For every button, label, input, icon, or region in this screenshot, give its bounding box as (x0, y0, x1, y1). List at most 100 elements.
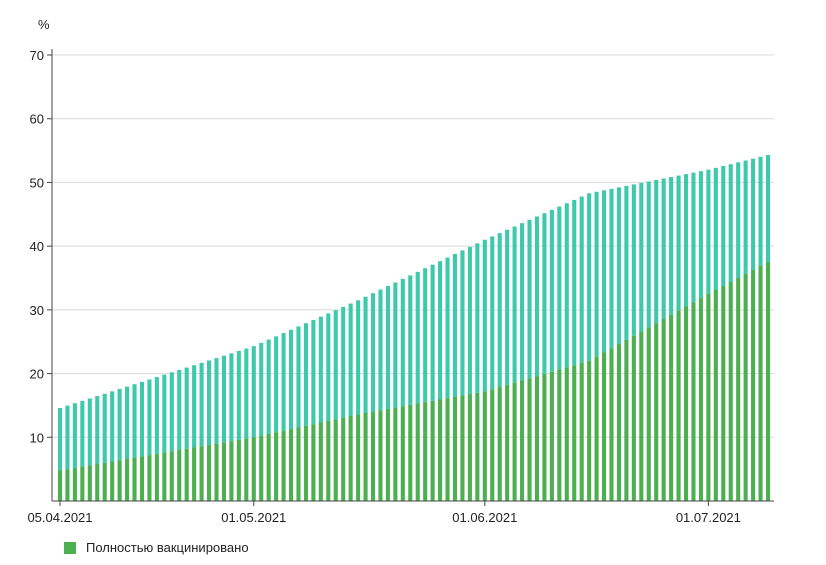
y-tick-label: 10 (30, 430, 44, 445)
bar-partial (169, 372, 174, 452)
bar-full (72, 467, 77, 501)
bar-full (110, 461, 115, 501)
bar-partial (370, 293, 376, 412)
bar-full (669, 314, 674, 501)
y-tick-label: 20 (30, 367, 44, 382)
bar-full (348, 415, 353, 501)
bar-partial (65, 405, 70, 470)
bar-partial (475, 243, 480, 393)
bars (57, 155, 771, 501)
bar-partial (706, 169, 711, 294)
bar-partial (460, 250, 465, 396)
bar-full (564, 367, 569, 501)
bar-full (184, 448, 189, 501)
bar-partial (207, 360, 212, 445)
bar-full (594, 356, 599, 501)
bar-full (601, 352, 607, 501)
bar-full (482, 391, 487, 501)
bar-partial (438, 261, 443, 400)
y-tick-label: 40 (30, 239, 44, 254)
bar-partial (356, 300, 361, 415)
bar-partial (698, 171, 703, 299)
bar-full (259, 435, 264, 501)
x-tick-label: 05.04.2021 (27, 510, 92, 525)
y-tick-label: 70 (30, 48, 44, 63)
bar-partial (318, 316, 323, 423)
bar-partial (452, 254, 458, 397)
bar-partial (564, 203, 569, 368)
bar-full (415, 403, 420, 501)
bar-full (87, 465, 92, 501)
bar-full (341, 417, 346, 501)
bar-full (639, 331, 644, 501)
bar-full (460, 395, 465, 501)
bar-full (624, 339, 629, 501)
bar-full (356, 414, 361, 501)
bar-partial (214, 358, 219, 444)
y-tick-label: 50 (30, 175, 44, 190)
bar-partial (162, 374, 167, 453)
bar-partial (639, 182, 644, 332)
bar-partial (393, 282, 398, 408)
bar-full (236, 439, 241, 501)
bar-full (408, 404, 413, 501)
bar-full (520, 380, 525, 501)
bar-full (207, 444, 212, 501)
bar-partial (236, 350, 241, 440)
bar-partial (296, 326, 301, 428)
bar-full (192, 447, 197, 501)
bar-partial (199, 362, 204, 447)
bar-full (743, 274, 748, 501)
bar-partial (400, 278, 405, 407)
bar-partial (669, 177, 674, 315)
bar-partial (154, 377, 159, 454)
y-tick-label: 60 (30, 112, 44, 127)
bar-partial (542, 213, 547, 374)
bar-partial (378, 289, 383, 411)
bar-partial (728, 164, 733, 282)
bar-full (758, 266, 763, 501)
bar-partial (415, 271, 420, 404)
bar-partial (125, 386, 130, 459)
bar-full (117, 460, 122, 501)
bar-full (370, 411, 376, 501)
bar-full (467, 394, 472, 501)
bar-full (438, 399, 443, 501)
bar-full (303, 425, 308, 501)
x-tick-label: 01.07.2021 (676, 510, 741, 525)
bar-partial (110, 391, 115, 462)
bar-partial (609, 188, 614, 349)
bar-full (102, 462, 107, 501)
bar-full (80, 466, 85, 501)
bar-full (95, 464, 100, 501)
bar-full (177, 450, 182, 501)
y-tick-label: 30 (30, 303, 44, 318)
bar-full (288, 429, 294, 501)
bar-full (683, 306, 689, 501)
bar-partial (527, 219, 532, 379)
bar-full (393, 407, 398, 501)
bar-partial (534, 216, 540, 377)
bar-full (125, 458, 130, 501)
bar-partial (579, 196, 584, 364)
bar-partial (557, 206, 562, 370)
bar-partial (363, 296, 368, 413)
bar-full (527, 378, 532, 501)
bar-partial (184, 367, 189, 449)
bar-partial (385, 286, 390, 409)
bar-partial (139, 381, 145, 457)
bar-partial (311, 319, 316, 425)
bar-full (698, 298, 703, 501)
bar-partial (467, 246, 472, 395)
bar-full (199, 446, 204, 501)
bar-full (281, 430, 286, 501)
bar-partial (497, 233, 502, 388)
bar-partial (594, 191, 599, 357)
bar-full (587, 360, 592, 501)
bar-full (646, 327, 651, 501)
bar-full (423, 402, 428, 501)
bar-full (534, 376, 540, 501)
bar-full (490, 389, 495, 501)
bar-partial (490, 236, 495, 390)
bar-partial (601, 190, 607, 353)
